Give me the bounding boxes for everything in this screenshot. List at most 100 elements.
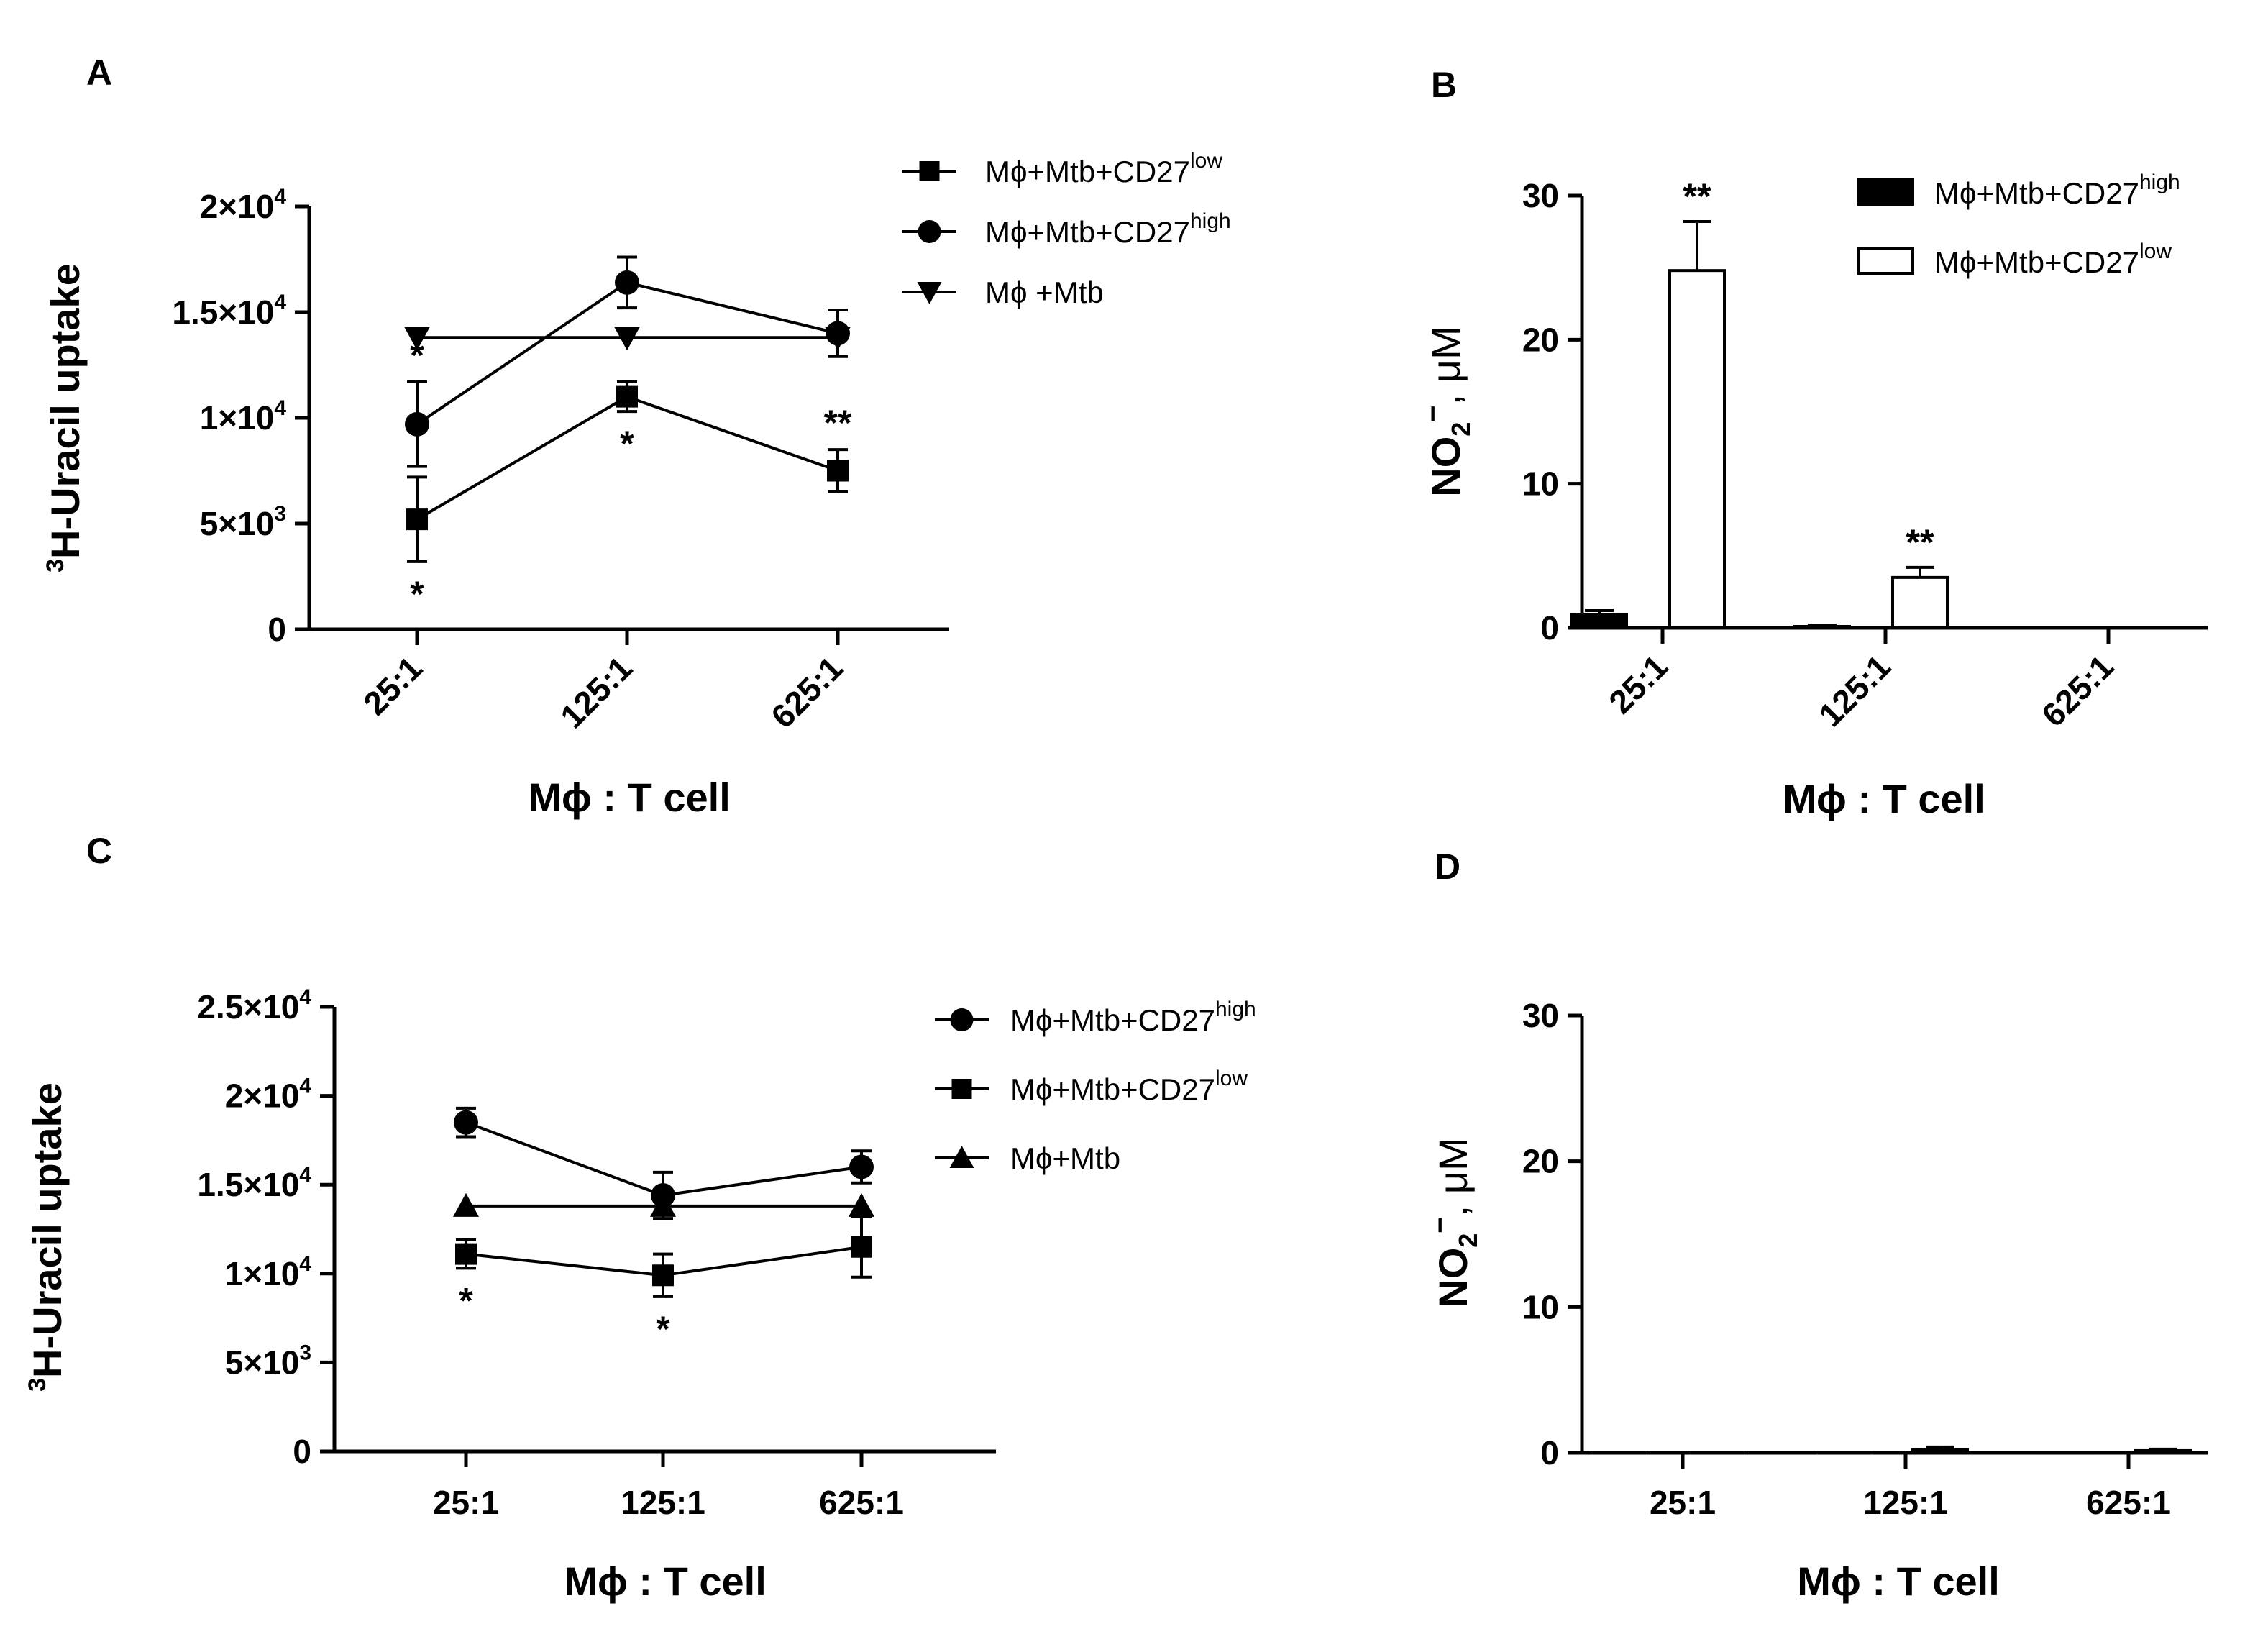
data-point-circle [615,270,639,295]
y-axis-title-superscript: 3 [42,559,69,572]
y-tick-label: 5×103 [200,502,286,542]
x-axis-title: Mϕ : T cell [1783,776,1985,821]
y-tick-base: 5×10 [200,505,275,542]
bar [2136,1451,2190,1453]
legend: Mϕ+Mtb+CD27highMϕ+Mtb+CD27low [1859,170,2180,279]
bar [1893,578,1947,628]
bar [1913,1450,1967,1453]
legend-label-superscript: high [1190,209,1231,233]
legend-label-main: Mϕ+Mtb+CD27 [985,215,1190,249]
legend-label: Mϕ+Mtb+CD27high [1934,170,2180,210]
y-tick-label: 1.5×104 [172,291,286,331]
legend-label-superscript: low [1190,149,1222,173]
series-2 [453,1193,874,1217]
y-tick-label: 10 [1522,1288,1559,1325]
y-tick-base: 0 [293,1433,311,1470]
y-axis-title-main: NO [1430,1248,1476,1308]
y-tick-exponent: 4 [299,985,311,1009]
y-tick-label: 2×104 [200,185,287,225]
y-tick-exponent: 4 [274,291,286,314]
y-tick-base: 2×10 [200,188,275,225]
y-axis-title: NO2−, μM [1417,326,1476,496]
bar [2038,1452,2093,1453]
y-tick-base: 1.5×10 [197,1166,299,1203]
legend-label: Mϕ+Mtb [1010,1141,1120,1175]
y-tick-label: 1.5×104 [197,1163,311,1203]
y-tick-exponent: 3 [274,502,286,526]
y-axis-title-main: H-Uracil uptake [24,1082,70,1378]
legend-label-main: Mϕ+Mtb+CD27 [1934,176,2139,210]
series-0: **** [406,382,852,614]
y-tick-base: 1×10 [200,399,275,437]
y-tick-exponent: 4 [299,1252,311,1276]
y-tick-label: 2.5×104 [197,985,311,1026]
y-tick-exponent: 4 [274,185,286,209]
bar [1670,270,1724,628]
x-tick-label: 125:1 [553,649,639,735]
bar [1815,1452,1870,1453]
y-axis-title-subscript: 2 [1453,1233,1483,1248]
y-tick-label: 10 [1522,465,1559,503]
y-tick-label: 0 [1540,609,1559,647]
x-axis-title: Mϕ : T cell [528,775,731,820]
y-tick-label: 0 [268,611,286,648]
series-2 [404,327,851,350]
y-axis-title: 3H-Uracil uptake [24,1082,70,1392]
legend-label-main: Mϕ+Mtb+CD27 [985,155,1190,188]
y-axis-title-subscript: 2 [1446,422,1476,437]
significance-mark: ** [1683,176,1711,216]
legend-label-main: Mϕ+Mtb+CD27 [1934,245,2139,279]
y-tick-label: 1×104 [225,1252,312,1292]
y-tick-label: 30 [1522,997,1559,1034]
x-tick-label: 625:1 [764,649,850,735]
legend-label-main: Mϕ +Mtb [985,275,1104,309]
data-point-square [652,1264,674,1286]
data-point-circle [405,412,429,437]
significance-mark: ** [1906,522,1934,562]
significance-mark: * [656,1309,670,1349]
legend-label-superscript: low [2139,239,2172,263]
y-tick-base: 2×10 [225,1077,300,1115]
y-tick-exponent: 4 [274,396,286,420]
x-tick-label: 625:1 [2034,647,2121,734]
y-tick-label: 1×104 [200,396,287,437]
y-tick-label: 0 [293,1433,311,1470]
significance-mark: * [620,424,634,464]
x-tick-label: 25:1 [1650,1484,1716,1521]
y-axis-title-superscript: − [1425,1216,1456,1233]
panel-d: D010203025:1 125:1 625:1Mϕ : T cellNO2−, μ… [1425,847,2208,1604]
x-tick-label: 625:1 [819,1484,904,1521]
y-tick-base: 0 [268,611,286,648]
y-tick-label: 5×103 [225,1341,311,1381]
legend: Mϕ+Mtb+CD27highMϕ+Mtb+CD27lowMϕ+Mtb [935,998,1256,1175]
y-axis-title-superscript: − [1417,405,1449,421]
x-tick-label: 125:1 [621,1484,705,1521]
legend-label-superscript: low [1215,1067,1248,1090]
y-axis-title: NO2−, μM [1425,1137,1483,1308]
bar [1690,1452,1745,1453]
data-point-square [455,1244,477,1265]
legend-swatch [1859,180,1913,204]
legend-marker-circle [918,220,941,243]
y-axis-title-main: H-Uracil uptake [42,263,88,559]
data-point-circle [454,1110,478,1135]
y-tick-exponent: 3 [299,1341,311,1364]
legend-label: Mϕ+Mtb+CD27high [985,209,1231,249]
legend-label-superscript: high [2139,170,2180,194]
y-tick-exponent: 4 [299,1074,311,1098]
legend-label: Mϕ+Mtb+CD27low [1010,1067,1248,1106]
legend-marker-circle [951,1008,974,1031]
y-tick-exponent: 4 [299,1163,311,1187]
y-axis-title-superscript: 3 [24,1378,51,1392]
legend-marker-square [920,161,940,181]
panel-b: B010203025:1 125:1 625:1Mϕ : T cellNO2−, μ… [1417,65,2208,821]
x-tick-label: 125:1 [1863,1484,1948,1521]
y-tick-base: 1.5×10 [172,293,274,331]
legend-label: Mϕ+Mtb+CD27low [1934,239,2172,279]
data-point-square [851,1236,872,1258]
bar [1572,615,1627,628]
y-axis-title-main: NO [1423,437,1468,497]
y-tick-label: 0 [1540,1434,1559,1471]
legend-label-main: Mϕ+Mtb+CD27 [1010,1072,1215,1106]
